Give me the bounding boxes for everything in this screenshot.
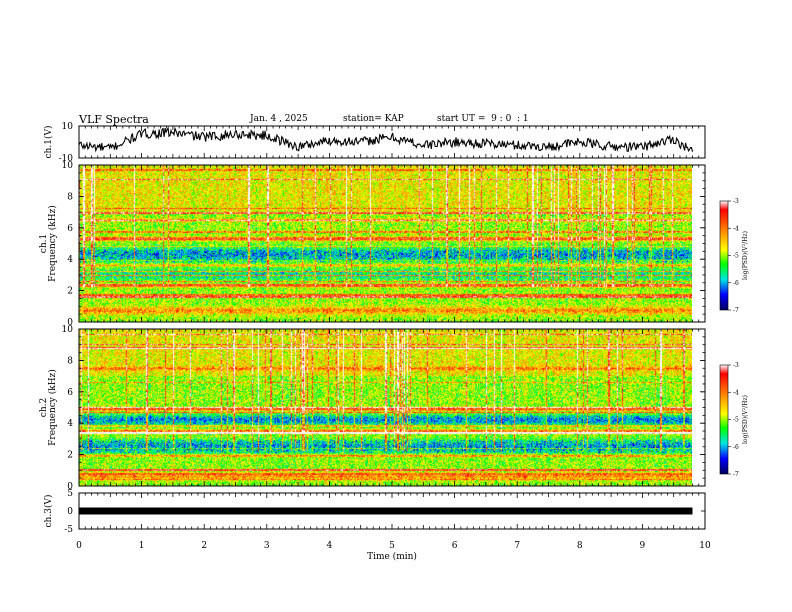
colorbar-tick-label: -4 [733, 389, 739, 396]
y-axis-label: ch.1 [39, 234, 49, 253]
x-tick-label: 1 [139, 541, 145, 551]
y-tick-label: 4 [67, 419, 73, 429]
colorbar [719, 364, 729, 475]
y-tick-label: 6 [67, 388, 73, 398]
colorbar-tick-label: -5 [733, 417, 739, 424]
colorbar-tick-label: -4 [733, 225, 739, 232]
ch3-waveform-line [79, 507, 693, 515]
y-tick-label: 0 [67, 482, 73, 492]
y-tick-label: -5 [64, 525, 73, 535]
x-tick-label: 4 [327, 541, 333, 551]
x-tick-label: 8 [577, 541, 583, 551]
colorbar-tick-label: -3 [733, 362, 739, 369]
y-tick-label: 2 [67, 451, 73, 461]
y-axis-label: ch.1(V) [43, 126, 54, 159]
x-tick-label: 3 [264, 541, 270, 551]
colorbar-tick-label: -3 [733, 198, 739, 205]
y-tick-label: 10 [62, 122, 74, 132]
x-tick-label: 6 [452, 541, 458, 551]
spectrogram-image [79, 165, 692, 322]
colorbar-tick-label: -7 [733, 471, 739, 478]
y-tick-label: 0 [67, 318, 73, 328]
colorbar [719, 200, 729, 311]
station-label: station= KAP [343, 114, 404, 124]
y-axis-label: ch.2 [39, 398, 49, 417]
colorbar-tick-label: -5 [733, 253, 739, 260]
spectrogram-image [79, 329, 692, 486]
ch1-waveform-line [78, 126, 694, 153]
y-tick-label: 8 [67, 356, 73, 366]
colorbar-label: log(PSD)(V²/Hz) [742, 231, 749, 280]
x-tick-label: 9 [640, 541, 646, 551]
y-tick-label: -10 [59, 154, 74, 164]
x-axis-label: Time (min) [367, 551, 417, 562]
colorbar-tick-label: -7 [733, 307, 739, 314]
y-tick-label: 4 [67, 255, 73, 265]
x-tick-label: 7 [514, 541, 520, 551]
colorbar-tick-label: -6 [733, 444, 739, 451]
date-label: Jan. 4 , 2025 [250, 114, 308, 124]
colorbar-label: log(PSD)(V²/Hz) [742, 395, 749, 444]
x-tick-label: 0 [76, 541, 82, 551]
x-tick-label: 10 [699, 541, 711, 551]
y-axis-label: Frequency (kHz) [47, 205, 58, 282]
start-ut-label: start UT = 9 : 0 : 1 [437, 114, 529, 124]
y-tick-label: 0 [67, 507, 73, 517]
y-tick-label: 2 [67, 287, 73, 297]
x-tick-label: 5 [389, 541, 395, 551]
y-tick-label: 10 [62, 161, 74, 171]
y-axis-label: Frequency (kHz) [47, 369, 58, 446]
x-tick-label: 2 [201, 541, 207, 551]
y-tick-label: 5 [67, 489, 73, 499]
y-tick-label: 8 [67, 192, 73, 202]
chart-title: VLF Spectra [79, 113, 149, 126]
y-axis-label: ch.3(V) [43, 495, 54, 528]
y-tick-label: 10 [62, 325, 74, 335]
y-tick-label: 6 [67, 224, 73, 234]
colorbar-tick-label: -6 [733, 280, 739, 287]
